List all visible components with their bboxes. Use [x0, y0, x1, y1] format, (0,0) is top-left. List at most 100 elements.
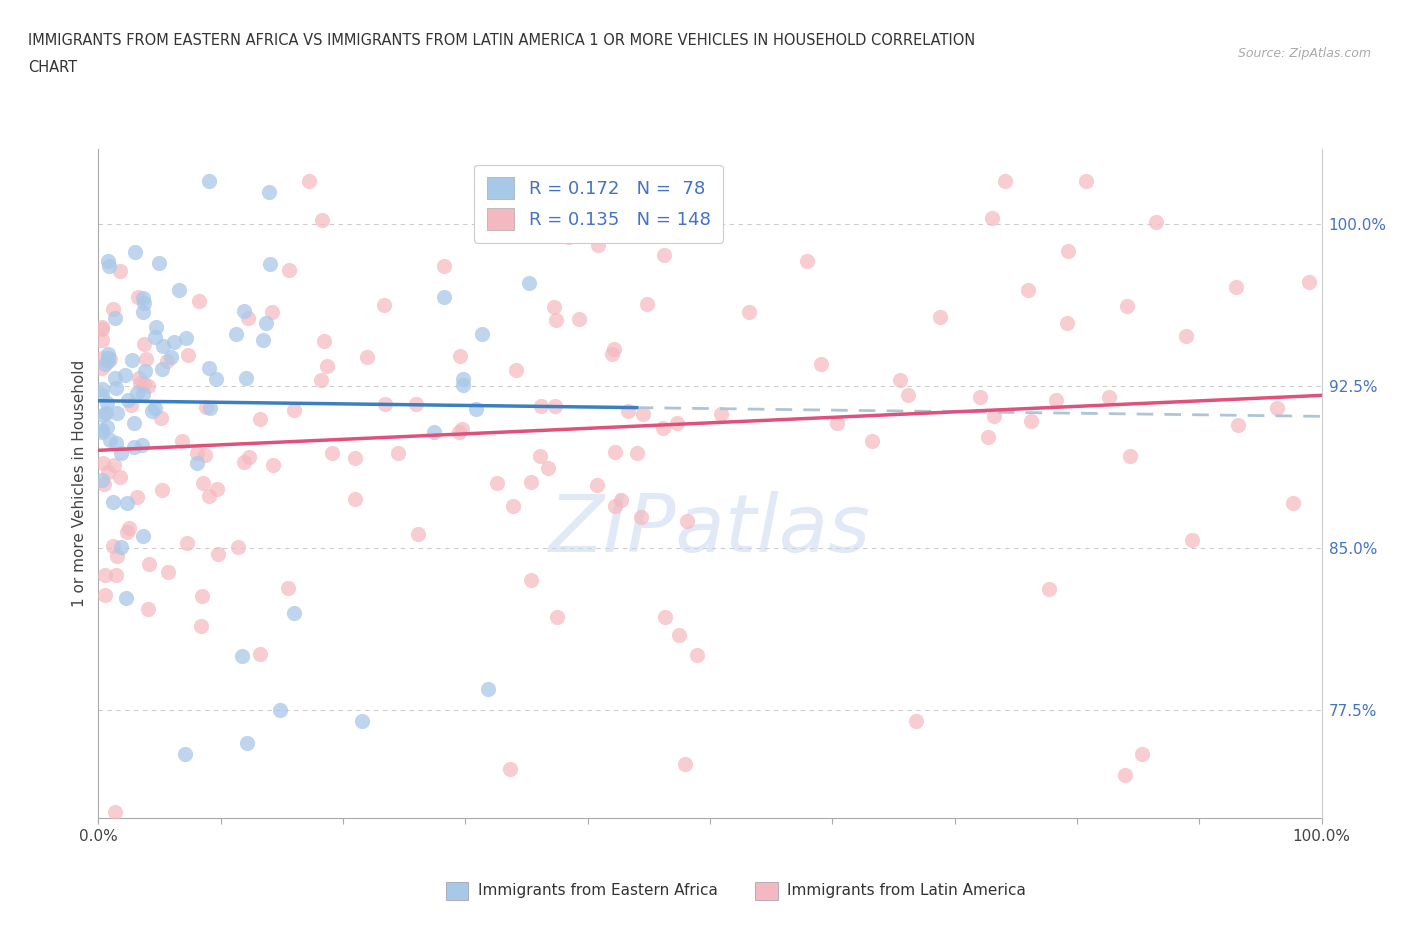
Point: [373, 298, 395, 312]
Point: [124, 439, 146, 454]
Point: [103, 458, 125, 472]
Point: [96, 419, 118, 434]
Point: [558, 230, 581, 245]
Point: [586, 237, 609, 252]
Point: [105, 435, 128, 450]
Point: [259, 257, 281, 272]
Text: Immigrants from Latin America: Immigrants from Latin America: [787, 884, 1026, 898]
Point: [105, 549, 128, 564]
Point: [633, 406, 655, 421]
Point: [148, 256, 170, 271]
Point: [198, 174, 221, 189]
Point: [654, 609, 676, 624]
Point: [122, 416, 145, 431]
Point: [423, 425, 446, 440]
Point: [499, 762, 522, 777]
Point: [93, 455, 115, 470]
Point: [1174, 328, 1197, 343]
Point: [132, 337, 155, 352]
Point: [101, 495, 124, 510]
Point: [141, 404, 163, 418]
Point: [262, 458, 284, 472]
Point: [673, 757, 696, 772]
Point: [1021, 414, 1043, 429]
Point: [205, 482, 228, 497]
Point: [150, 483, 173, 498]
Point: [517, 275, 540, 290]
Point: [194, 447, 217, 462]
Point: [602, 346, 624, 361]
Point: [97, 254, 120, 269]
Point: [278, 262, 301, 277]
Point: [207, 547, 229, 562]
Point: [108, 264, 131, 279]
Point: [350, 713, 373, 728]
Point: [983, 409, 1005, 424]
Point: [91, 361, 114, 376]
Point: [665, 415, 688, 430]
Point: [134, 296, 156, 311]
Text: Immigrants from Eastern Africa: Immigrants from Eastern Africa: [478, 884, 718, 898]
Point: [969, 390, 991, 405]
Point: [433, 289, 456, 304]
Point: [96, 395, 118, 410]
Point: [1181, 533, 1204, 548]
Point: [232, 303, 254, 318]
Point: [93, 408, 115, 423]
Point: [174, 330, 197, 345]
Point: [259, 184, 281, 199]
Point: [131, 438, 153, 453]
Point: [686, 647, 709, 662]
Point: [451, 421, 474, 436]
Point: [1265, 400, 1288, 415]
Point: [298, 174, 321, 189]
Point: [530, 398, 553, 413]
Point: [98, 432, 121, 447]
Point: [260, 305, 283, 320]
Point: [136, 379, 159, 393]
Point: [520, 474, 543, 489]
Point: [191, 475, 214, 490]
Point: [520, 573, 543, 588]
Point: [235, 736, 257, 751]
Point: [91, 422, 114, 437]
Point: [1116, 299, 1139, 313]
Point: [889, 373, 911, 388]
Point: [225, 326, 247, 341]
Point: [981, 210, 1004, 225]
Point: [374, 396, 396, 411]
Point: [104, 804, 127, 819]
Point: [127, 289, 149, 304]
Point: [543, 300, 565, 315]
Point: [97, 351, 120, 365]
Point: [197, 488, 219, 503]
Point: [235, 370, 257, 385]
Point: [451, 371, 474, 386]
Point: [636, 297, 658, 312]
Point: [1038, 581, 1060, 596]
Point: [668, 628, 690, 643]
Point: [810, 357, 832, 372]
Point: [1298, 274, 1320, 289]
Point: [252, 333, 274, 348]
Point: [91, 381, 114, 396]
Point: [127, 386, 149, 401]
Point: [477, 682, 499, 697]
Y-axis label: 1 or more Vehicles in Household: 1 or more Vehicles in Household: [72, 360, 87, 607]
Point: [231, 649, 253, 664]
Point: [1119, 449, 1142, 464]
Point: [97, 353, 120, 368]
Point: [115, 496, 138, 511]
Point: [93, 567, 115, 582]
Point: [91, 319, 114, 334]
Point: [110, 540, 132, 555]
Point: [98, 352, 121, 366]
Point: [91, 388, 114, 403]
Point: [249, 411, 271, 426]
Point: [537, 461, 560, 476]
Point: [157, 565, 180, 580]
Point: [603, 498, 626, 513]
Point: [1114, 768, 1136, 783]
Point: [98, 259, 121, 273]
Point: [97, 347, 120, 362]
